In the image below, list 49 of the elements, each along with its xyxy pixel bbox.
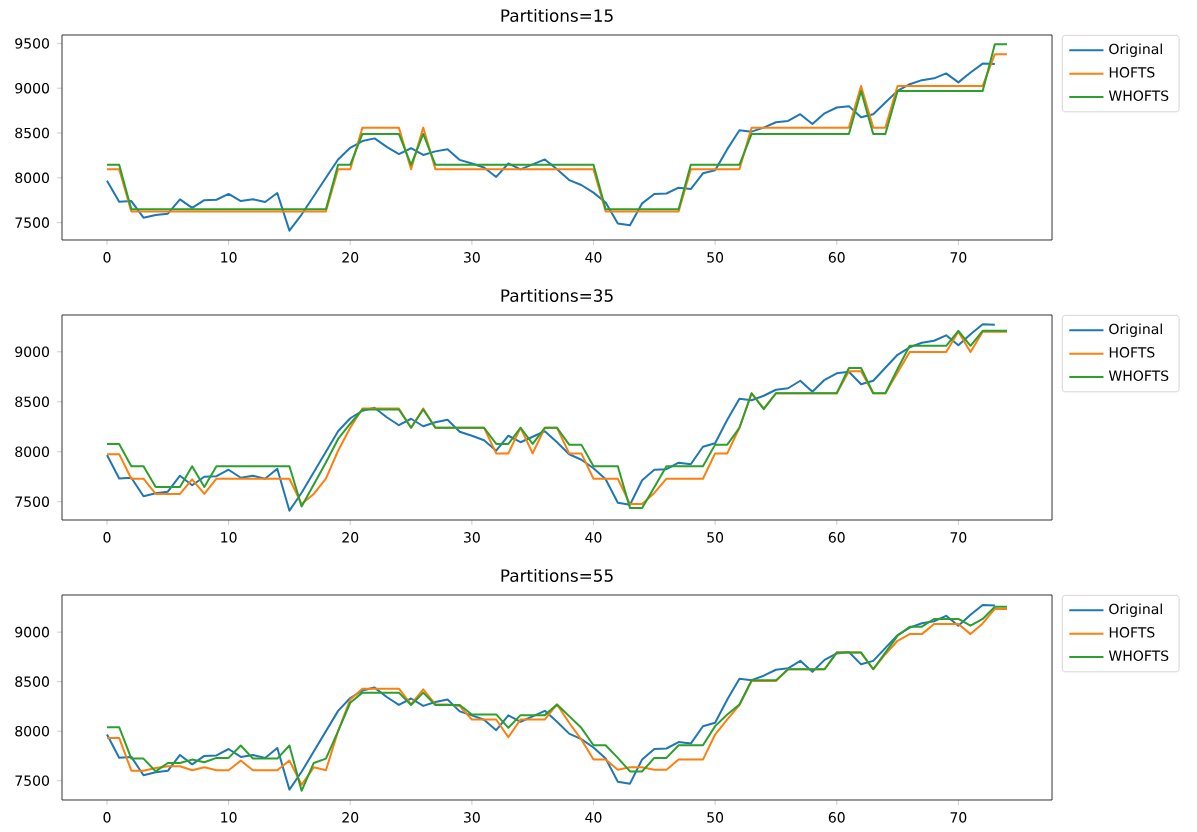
x-tick-label: 40 (585, 252, 602, 263)
x-tick-label: 60 (828, 812, 845, 823)
y-tick-label: 8500 (15, 396, 49, 408)
legend-label: HOFTS (1109, 67, 1155, 78)
legend-label: Original (1109, 43, 1162, 57)
y-tick-label: 8000 (15, 446, 49, 458)
x-tick-label: 50 (707, 532, 724, 543)
y-tick-label: 9000 (15, 82, 49, 94)
y-tick-label: 7500 (15, 217, 49, 228)
x-tick-label: 60 (828, 252, 845, 263)
y-tick-label: 7500 (15, 496, 49, 507)
x-tick-label: 50 (707, 812, 724, 823)
legend-label: HOFTS (1109, 627, 1155, 638)
y-tick-label: 8000 (15, 172, 49, 184)
y-tick-label: 8500 (15, 127, 49, 139)
x-tick-label: 0 (103, 252, 111, 263)
legend-label: Original (1109, 603, 1162, 617)
x-tick-label: 30 (464, 252, 480, 263)
legend-label: WHOFTS (1108, 90, 1169, 101)
legend-label: WHOFTS (1108, 370, 1169, 381)
chart-title: Partitions=55 (501, 568, 613, 582)
x-tick-label: 20 (342, 532, 359, 543)
x-tick-label: 50 (707, 252, 724, 263)
x-tick-label: 10 (221, 252, 237, 263)
y-tick-label: 9000 (15, 626, 49, 638)
x-tick-label: 70 (950, 532, 967, 543)
x-tick-label: 30 (464, 812, 480, 823)
y-tick-label: 9000 (15, 346, 49, 358)
x-tick-label: 20 (342, 252, 359, 263)
x-tick-label: 30 (464, 532, 480, 543)
x-tick-label: 10 (221, 812, 237, 823)
x-tick-label: 10 (221, 532, 237, 543)
legend-label: HOFTS (1109, 347, 1155, 358)
legend-label: Original (1109, 323, 1162, 337)
x-tick-label: 70 (950, 812, 967, 823)
legend-label: WHOFTS (1108, 650, 1169, 662)
y-tick-label: 8500 (15, 676, 49, 687)
x-tick-label: 40 (585, 532, 602, 543)
x-tick-label: 60 (828, 532, 845, 543)
y-tick-label: 8000 (15, 725, 49, 737)
y-tick-label: 9500 (15, 38, 49, 49)
x-tick-label: 40 (585, 812, 602, 823)
x-tick-label: 20 (342, 812, 359, 823)
x-tick-label: 0 (103, 812, 111, 823)
y-tick-label: 7500 (15, 775, 49, 786)
chart-title: Partitions=35 (501, 288, 613, 302)
x-tick-label: 0 (103, 532, 111, 543)
chart-title: Partitions=15 (501, 8, 613, 22)
x-tick-label: 70 (950, 252, 967, 263)
